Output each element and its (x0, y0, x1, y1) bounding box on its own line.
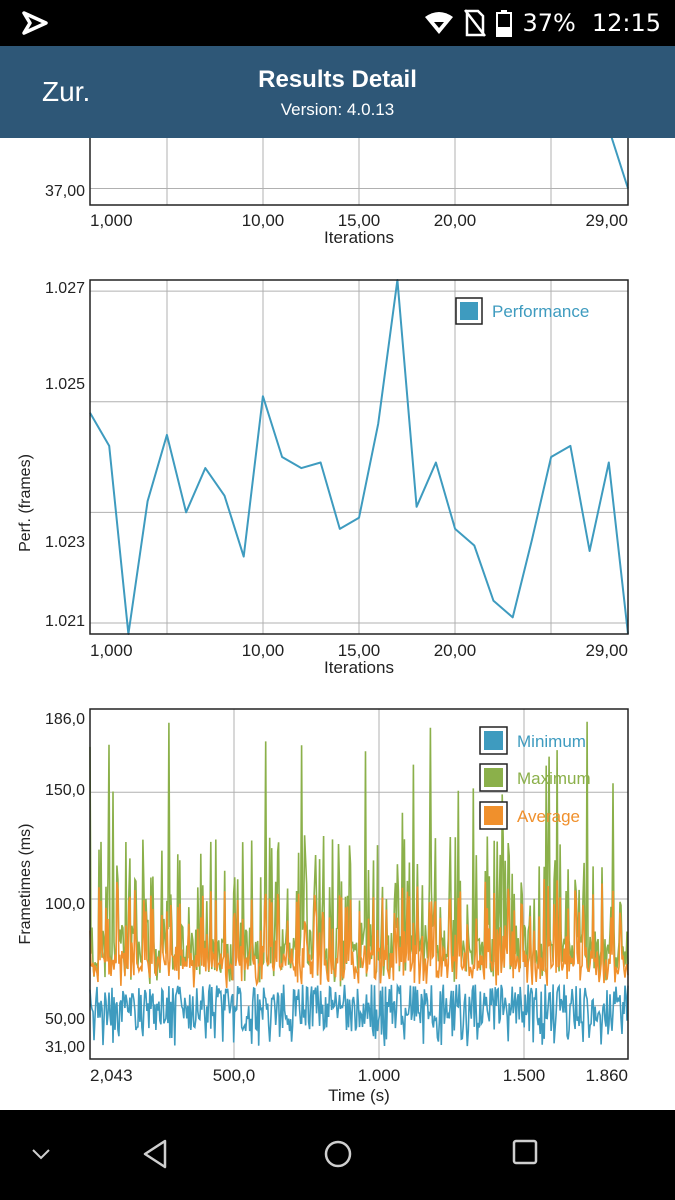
chart2-ytick: 1.025 (45, 376, 85, 393)
chart2-xlabel: Iterations (324, 658, 394, 677)
home-circle-icon[interactable] (322, 1138, 354, 1170)
chart1-series-line (610, 138, 629, 189)
performance-chart: 1.027 1.025 1.023 1.021 1,000 10,00 15,0… (17, 279, 629, 677)
chart2-ylabel: Perf. (frames) (17, 454, 34, 552)
chart2-xtick: 10,00 (242, 641, 285, 660)
no-sim-icon (464, 9, 487, 37)
app-header: Zur. Results Detail Version: 4.0.13 (0, 46, 675, 138)
legend-average-label: Average (517, 807, 580, 826)
chart1-xtick: 1,000 (90, 211, 133, 230)
recents-square-icon[interactable] (511, 1138, 539, 1166)
chart2-xtick: 15,00 (338, 641, 381, 660)
chart2-series (89, 279, 629, 635)
chart2-xtick: 29,00 (585, 641, 628, 660)
chart3-xtick: 1.500 (503, 1066, 546, 1085)
chart3-ytick: 150,0 (45, 782, 85, 799)
chart2-ytick: 1.023 (45, 534, 85, 551)
chart2-xtick: 1,000 (90, 641, 133, 660)
app-notification-icon (22, 11, 48, 35)
chart3-ytick: 186,0 (45, 711, 85, 728)
chart3-plot-frame (89, 708, 629, 1060)
charts-canvas: 37,00 1,000 10,00 15,00 20,00 29,00 Iter… (17, 138, 629, 1105)
chart3-xtick: 2,043 (90, 1066, 133, 1085)
chart1-xtick: 10,00 (242, 211, 285, 230)
chart2-xtick: 20,00 (434, 641, 477, 660)
legend-average-swatch (484, 806, 503, 825)
chart1-xtick: 20,00 (434, 211, 477, 230)
battery-icon (496, 10, 513, 37)
chart3-ytick: 50,00 (45, 1011, 85, 1028)
chart1-grid (90, 138, 628, 205)
chart1-xlabel: Iterations (324, 228, 394, 247)
chart3-series (89, 721, 629, 1047)
status-bar: 37% 12:15 (0, 0, 675, 46)
back-button[interactable]: Zur. (42, 76, 91, 107)
frametimes-chart: 186,0 150,0 100,0 50,00 31,00 2,043 500,… (17, 708, 629, 1105)
chart3-xtick: 1.000 (358, 1066, 401, 1085)
chart1-xtick: 29,00 (585, 211, 628, 230)
chart1-ytick: 37,00 (45, 183, 85, 200)
chart3-xtick: 1.860 (585, 1066, 628, 1085)
clock-time: 12:15 (591, 9, 661, 37)
chart3-ylabel: Frametimes (ms) (17, 824, 34, 945)
page-title: Results Detail (258, 66, 417, 93)
performance-series-line (89, 279, 629, 635)
chart1-series (610, 138, 629, 189)
chart2-plot-frame (89, 279, 629, 635)
chart3-ytick: 31,00 (45, 1039, 85, 1056)
legend-performance-label: Performance (492, 302, 589, 321)
system-nav-bar (0, 1110, 675, 1200)
chart1-plot-frame (89, 138, 629, 206)
wifi-icon (425, 12, 454, 34)
chart3-xlabel: Time (s) (328, 1086, 390, 1105)
chart2-grid (90, 280, 628, 634)
iterations-chart-partial: 37,00 1,000 10,00 15,00 20,00 29,00 Iter… (45, 138, 629, 247)
legend-maximum-swatch (484, 768, 503, 787)
legend-maximum-label: Maximum (517, 769, 591, 788)
chart2-ytick: 1.027 (45, 280, 85, 297)
chart3-xtick: 500,0 (213, 1066, 256, 1085)
version-label: Version: 4.0.13 (280, 100, 395, 119)
legend-minimum-swatch (484, 731, 503, 750)
legend-minimum-label: Minimum (517, 732, 586, 751)
chart1-xtick: 15,00 (338, 211, 381, 230)
chart3-ytick: 100,0 (45, 896, 85, 913)
battery-percent: 37% (522, 9, 576, 37)
minimum-series-line (89, 982, 629, 1047)
back-triangle-icon[interactable] (140, 1138, 170, 1170)
legend-performance-swatch (460, 302, 478, 320)
chevron-down-icon[interactable] (30, 1146, 52, 1162)
results-scroll-area[interactable]: 37,00 1,000 10,00 15,00 20,00 29,00 Iter… (0, 138, 675, 1110)
chart2-ytick: 1.021 (45, 613, 85, 630)
average-series-line (89, 879, 629, 988)
